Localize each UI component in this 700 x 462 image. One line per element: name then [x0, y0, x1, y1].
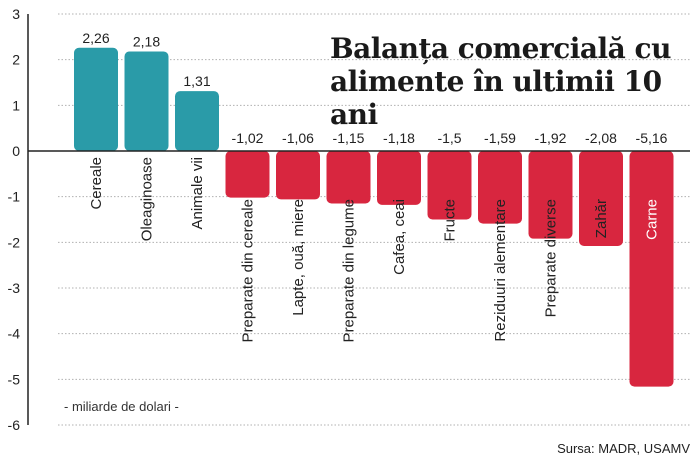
value-label: -1,06 — [282, 130, 314, 146]
category-label: Preparate din legume — [341, 199, 358, 342]
category-label: Lapte, ouă, miere — [290, 199, 307, 316]
value-label: -1,15 — [333, 130, 365, 146]
category-label: Preparate din cereale — [240, 199, 257, 342]
y-tick-label: 3 — [12, 6, 20, 22]
category-label: Cafea, ceai — [391, 199, 408, 275]
category-label: Fructe — [442, 199, 459, 242]
category-label: Animale vii — [189, 157, 206, 230]
value-label: 2,18 — [133, 33, 160, 49]
bar-8 — [427, 151, 472, 220]
bar-6 — [326, 151, 371, 204]
category-label: Carne — [644, 199, 661, 240]
value-label: -1,59 — [484, 130, 516, 146]
value-label: -1,92 — [535, 130, 567, 146]
chart-title: Balanța comercială cu alimente în ultimi… — [330, 32, 671, 131]
bar-9 — [478, 151, 522, 224]
category-label: Cereale — [88, 157, 105, 210]
category-label: Preparate diverse — [543, 199, 560, 317]
bar-10 — [528, 151, 573, 239]
y-tick-label: -5 — [8, 371, 21, 387]
value-label: -1,5 — [437, 130, 461, 146]
y-tick-label: -2 — [8, 234, 21, 250]
unit-label: - miliarde de dolari - — [64, 399, 179, 414]
category-label: Zahăr — [593, 199, 610, 238]
value-label: 1,31 — [183, 73, 210, 89]
bar-11 — [579, 151, 623, 246]
bar-2 — [124, 51, 169, 151]
value-label: -5,16 — [636, 130, 668, 146]
y-tick-label: -4 — [8, 326, 21, 342]
bar-12 — [629, 151, 674, 387]
bar-4 — [225, 151, 270, 198]
source-label: Sursa: MADR, USAMV — [557, 441, 690, 456]
bar-3 — [175, 91, 219, 151]
y-tick-label: 0 — [12, 143, 20, 159]
value-label: 2,26 — [82, 30, 109, 46]
value-label: -2,08 — [585, 130, 617, 146]
bar-7 — [377, 151, 421, 205]
y-tick-label: -6 — [8, 417, 21, 433]
bar-5 — [276, 151, 320, 200]
y-tick-label: -1 — [8, 189, 21, 205]
value-label: -1,02 — [232, 130, 264, 146]
y-tick-label: -3 — [8, 280, 21, 296]
bar-1 — [74, 47, 118, 151]
y-tick-label: 1 — [12, 97, 20, 113]
value-label: -1,18 — [383, 130, 415, 146]
category-label: Oleaginoase — [139, 157, 156, 241]
category-label: Reziduuri alementare — [492, 199, 509, 342]
y-tick-label: 2 — [12, 52, 20, 68]
